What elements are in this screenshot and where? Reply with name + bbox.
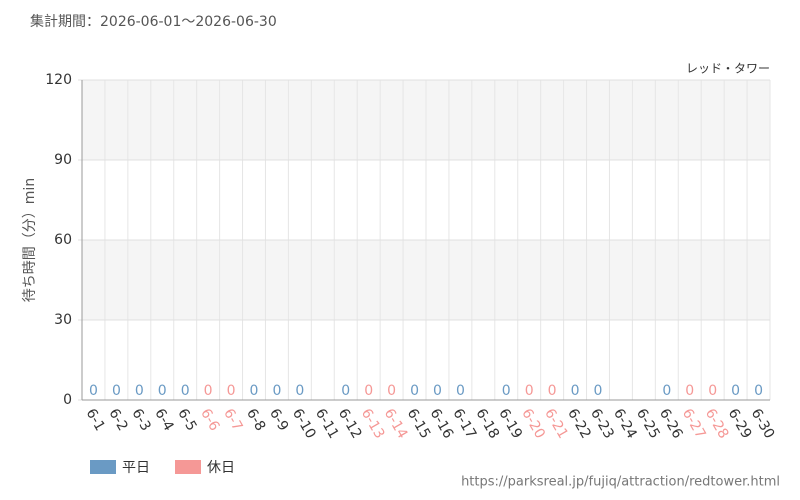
data-label: 0 bbox=[731, 383, 740, 399]
x-tick-label: 6-22 bbox=[564, 406, 594, 442]
x-tick-label: 6-3 bbox=[128, 406, 153, 434]
legend-swatch bbox=[90, 460, 116, 474]
x-tick-label: 6-17 bbox=[449, 406, 479, 442]
y-tick-label: 30 bbox=[54, 312, 72, 328]
y-axis-label: 待ち時間（分）min bbox=[22, 178, 38, 302]
data-label: 0 bbox=[181, 383, 190, 399]
x-tick-label: 6-8 bbox=[243, 406, 268, 434]
data-label: 0 bbox=[662, 383, 671, 399]
chart-title: 集計期間：2026-06-01～2026-06-30 bbox=[30, 13, 277, 30]
data-label: 0 bbox=[387, 383, 396, 399]
data-label: 0 bbox=[112, 383, 121, 399]
x-tick-label: 6-15 bbox=[404, 406, 434, 442]
data-label: 0 bbox=[295, 383, 304, 399]
data-label: 0 bbox=[227, 383, 236, 399]
x-tick-label: 6-9 bbox=[266, 406, 291, 434]
x-tick-label: 6-18 bbox=[472, 406, 502, 442]
x-tick-label: 6-30 bbox=[748, 406, 778, 442]
x-tick-label: 6-1 bbox=[83, 406, 108, 434]
x-tick-label: 6-16 bbox=[427, 406, 457, 442]
x-tick-label: 6-21 bbox=[541, 406, 571, 442]
x-tick-label: 6-28 bbox=[702, 406, 732, 442]
x-tick-label: 6-25 bbox=[633, 406, 663, 442]
x-tick-label: 6-14 bbox=[381, 406, 411, 442]
data-label: 0 bbox=[548, 383, 557, 399]
data-label: 0 bbox=[456, 383, 465, 399]
data-label: 0 bbox=[410, 383, 419, 399]
data-label: 0 bbox=[89, 383, 98, 399]
x-tick-label: 6-20 bbox=[518, 406, 548, 442]
x-tick-label: 6-26 bbox=[656, 406, 686, 442]
y-tick-label: 120 bbox=[45, 72, 72, 88]
x-tick-label: 6-29 bbox=[725, 406, 755, 442]
x-tick-label: 6-24 bbox=[610, 406, 640, 442]
y-tick-label: 60 bbox=[54, 232, 72, 248]
data-label: 0 bbox=[135, 383, 144, 399]
x-tick-label: 6-6 bbox=[197, 406, 222, 434]
x-tick-label: 6-10 bbox=[289, 406, 319, 442]
data-label: 0 bbox=[571, 383, 580, 399]
data-label: 0 bbox=[364, 383, 373, 399]
data-label: 0 bbox=[250, 383, 259, 399]
x-tick-label: 6-4 bbox=[151, 406, 176, 434]
x-tick-label: 6-11 bbox=[312, 406, 342, 442]
source-url: https://parksreal.jp/fujiq/attraction/re… bbox=[461, 475, 780, 490]
chart-subtitle: レッド・タワー bbox=[686, 62, 770, 76]
x-tick-label: 6-7 bbox=[220, 406, 245, 434]
y-tick-label: 0 bbox=[63, 392, 72, 408]
data-label: 0 bbox=[525, 383, 534, 399]
data-label: 0 bbox=[272, 383, 281, 399]
x-tick-label: 6-27 bbox=[679, 406, 709, 442]
data-label: 0 bbox=[594, 383, 603, 399]
data-label: 0 bbox=[204, 383, 213, 399]
data-label: 0 bbox=[754, 383, 763, 399]
data-label: 0 bbox=[158, 383, 167, 399]
x-tick-label: 6-2 bbox=[105, 406, 130, 434]
legend-label: 休日 bbox=[207, 460, 235, 476]
x-tick-label: 6-5 bbox=[174, 406, 199, 434]
data-label: 0 bbox=[341, 383, 350, 399]
data-label: 0 bbox=[685, 383, 694, 399]
data-label: 0 bbox=[433, 383, 442, 399]
x-tick-label: 6-23 bbox=[587, 406, 617, 442]
legend-label: 平日 bbox=[122, 460, 150, 476]
x-tick-label: 6-13 bbox=[358, 406, 388, 442]
y-tick-label: 90 bbox=[54, 152, 72, 168]
data-label: 0 bbox=[502, 383, 511, 399]
x-tick-label: 6-19 bbox=[495, 406, 525, 442]
x-tick-label: 6-12 bbox=[335, 406, 365, 442]
data-label: 0 bbox=[708, 383, 717, 399]
legend-swatch bbox=[175, 460, 201, 474]
